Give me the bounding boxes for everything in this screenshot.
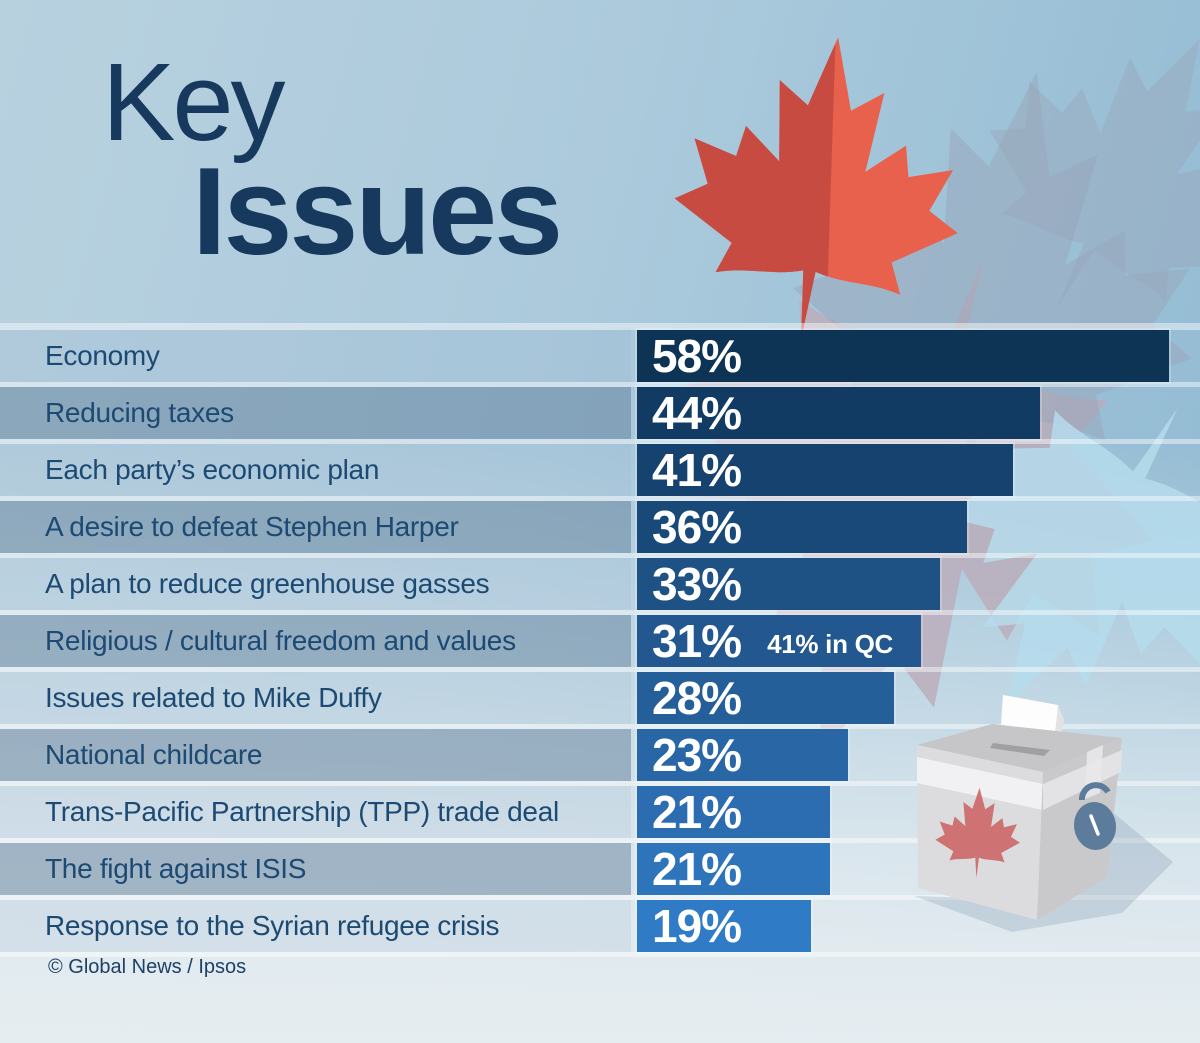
issue-bar: 58%: [637, 330, 1169, 382]
issue-label: A desire to defeat Stephen Harper: [45, 511, 459, 542]
row-band: Economy: [0, 330, 631, 382]
issue-value: 44%: [652, 387, 742, 439]
issue-bar: 33%: [637, 558, 940, 610]
issue-label: Trans-Pacific Partnership (TPP) trade de…: [45, 796, 559, 827]
row-band: Each party’s economic plan: [0, 444, 631, 496]
page-title-line2: Issues: [192, 143, 563, 281]
issue-bar: 21%: [637, 786, 830, 838]
row-band: A plan to reduce greenhouse gasses: [0, 558, 631, 610]
issue-label: The fight against ISIS: [45, 853, 307, 884]
issue-value: 58%: [652, 330, 742, 382]
chart-row: National childcare 23%: [0, 729, 1200, 786]
chart-row: A desire to defeat Stephen Harper 36%: [0, 501, 1200, 558]
ballot-box-icon: [914, 695, 1173, 932]
issue-value: 23%: [652, 729, 742, 781]
issue-bar: 28%: [637, 672, 894, 724]
chart-row: Reducing taxes 44%: [0, 387, 1200, 444]
row-band: Trans-Pacific Partnership (TPP) trade de…: [0, 786, 631, 838]
issue-bar: 23%: [637, 729, 848, 781]
issue-value: 21%: [652, 843, 742, 895]
issue-bar: 19%: [637, 900, 811, 952]
chart-row: Response to the Syrian refugee crisis 19…: [0, 900, 1200, 957]
chart-row: Each party’s economic plan 41%: [0, 444, 1200, 501]
issue-value: 36%: [652, 501, 742, 553]
issue-value: 31%: [652, 615, 742, 667]
row-band: Reducing taxes: [0, 387, 631, 439]
chart-row: Issues related to Mike Duffy 28%: [0, 672, 1200, 729]
chart-row: Religious / cultural freedom and values …: [0, 615, 1200, 672]
row-band: Issues related to Mike Duffy: [0, 672, 631, 724]
issue-value: 19%: [652, 900, 742, 952]
issue-label: Reducing taxes: [45, 397, 234, 428]
issue-value: 21%: [652, 786, 742, 838]
row-band: Response to the Syrian refugee crisis: [0, 900, 631, 952]
issue-bar: 31% 41% in QC: [637, 615, 921, 667]
issue-label: Response to the Syrian refugee crisis: [45, 910, 500, 941]
bar-chart: Economy 58% Reducing taxes 44% Each part…: [0, 323, 1200, 957]
issue-label: Economy: [45, 340, 160, 371]
issue-value: 33%: [652, 558, 742, 610]
chart-row: The fight against ISIS 21%: [0, 843, 1200, 900]
source-credit: © Global News / Ipsos: [48, 956, 247, 978]
issue-label: Issues related to Mike Duffy: [45, 682, 382, 713]
row-band: The fight against ISIS: [0, 843, 631, 895]
issue-annotation: 41% in QC: [767, 629, 893, 659]
issue-label: National childcare: [45, 739, 263, 770]
issue-label: A plan to reduce greenhouse gasses: [45, 568, 490, 599]
chart-row: Economy 58%: [0, 330, 1200, 387]
page-title-line1: Key: [102, 41, 286, 164]
issue-bar: 41%: [637, 444, 1013, 496]
chart-row: A plan to reduce greenhouse gasses 33%: [0, 558, 1200, 615]
issue-bar: 21%: [637, 843, 830, 895]
chart-row: Trans-Pacific Partnership (TPP) trade de…: [0, 786, 1200, 843]
issue-bar: 44%: [637, 387, 1040, 439]
row-band: National childcare: [0, 729, 631, 781]
row-band: A desire to defeat Stephen Harper: [0, 501, 631, 553]
issue-bar: 36%: [637, 501, 967, 553]
issue-value: 28%: [652, 672, 742, 724]
padlock-icon: [1073, 782, 1117, 850]
row-band: Religious / cultural freedom and values: [0, 615, 631, 667]
issue-value: 41%: [652, 444, 742, 496]
issue-label: Religious / cultural freedom and values: [45, 625, 516, 656]
issue-label: Each party’s economic plan: [45, 454, 380, 485]
